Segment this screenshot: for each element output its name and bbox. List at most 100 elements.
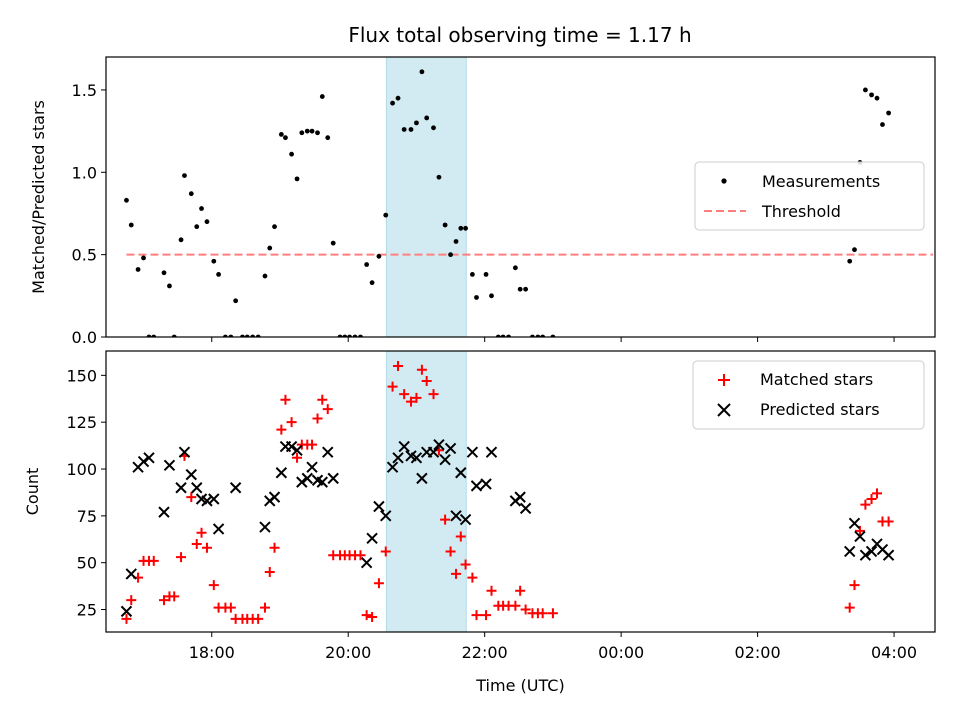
matched-point [373, 578, 384, 589]
predicted-point [427, 446, 440, 458]
matched-point [515, 585, 526, 596]
predicted-point [322, 446, 334, 458]
predicted-point [120, 605, 133, 618]
matched-point [866, 493, 877, 504]
predicted-point [306, 461, 318, 473]
matched-point [445, 546, 456, 557]
measurement-point [880, 122, 885, 127]
predicted-point [259, 521, 271, 533]
plot-area [120, 351, 895, 632]
matched-point [169, 591, 180, 602]
matched-point [201, 542, 212, 553]
measurement-point [141, 255, 146, 261]
measurement-point [852, 247, 857, 253]
predicted-point [398, 440, 410, 453]
y-tick-label: 125 [66, 413, 97, 432]
top-panel: 0.0 0.5 1.0 1.5 Matched/Predicted stars Measu… [29, 56, 936, 347]
matched-point [471, 610, 482, 621]
plot-area [124, 57, 933, 337]
y-tick-label: 150 [66, 366, 97, 385]
predicted-point [380, 510, 392, 522]
matched-point [421, 375, 432, 386]
x-axis-label: Time (UTC) [475, 676, 564, 695]
matched-point [411, 392, 422, 403]
predicted-point [439, 453, 451, 466]
measurement-point [161, 270, 167, 276]
legend-label-measurements: Measurements [762, 172, 880, 191]
measurement-point [289, 151, 294, 157]
matched-point [286, 417, 297, 428]
y-axis-label: Matched/Predicted stars [29, 100, 48, 294]
x-tick-label: 18:00 [189, 643, 235, 662]
matched-point [269, 542, 280, 553]
matched-point [428, 389, 439, 400]
predicted-point [229, 482, 242, 494]
y-tick-label: 0.0 [72, 328, 97, 347]
matched-point [872, 488, 883, 499]
matched-point [196, 527, 207, 538]
predicted-point [480, 478, 492, 490]
matched-point [121, 613, 132, 624]
measurement-point [401, 127, 407, 132]
predicted-point [316, 476, 328, 488]
predicted-point [514, 491, 526, 503]
predicted-point [285, 440, 298, 453]
measurement-point [453, 239, 459, 244]
matched-point [264, 567, 275, 578]
y-tick-label: 25 [77, 601, 97, 620]
measurement-point [299, 130, 305, 136]
legend: Measurements Threshold [694, 161, 925, 231]
matched-point [158, 595, 169, 606]
predicted-point [854, 530, 866, 543]
predicted-point [392, 452, 404, 464]
measurement-point [211, 258, 217, 264]
predicted-point [175, 482, 187, 494]
legend-box [694, 161, 925, 231]
matched-point [191, 538, 202, 549]
legend-label-predicted: Predicted stars [760, 400, 880, 419]
predicted-point [301, 472, 313, 485]
measurement-point [523, 286, 529, 292]
measurement-point [188, 191, 194, 197]
matched-point [883, 516, 894, 527]
matched-point [317, 394, 328, 405]
matched-point [380, 546, 391, 557]
measurement-point [204, 219, 210, 225]
measurement-point [886, 110, 892, 116]
measurement-point [458, 225, 464, 231]
predicted-point [410, 452, 423, 464]
predicted-point [882, 549, 895, 561]
matched-point [537, 608, 548, 619]
predicted-point [519, 502, 532, 515]
measurement-point [216, 272, 221, 277]
legend: Matched stars Predicted stars [692, 360, 925, 430]
measurement-point [124, 197, 129, 203]
legend-marker-measurements [721, 178, 727, 184]
y-tick-label: 75 [77, 507, 97, 526]
predicted-point [296, 476, 308, 488]
legend-marker-matched [718, 374, 730, 386]
predicted-point [125, 568, 137, 580]
matched-point [393, 360, 404, 371]
predicted-point [191, 482, 203, 494]
predicted-point [470, 480, 483, 492]
predicted-point [865, 545, 878, 558]
matched-point [860, 499, 871, 510]
measurement-point [847, 258, 853, 264]
predicted-point [366, 532, 378, 545]
matched-point [467, 572, 478, 583]
predicted-point [185, 468, 197, 481]
predicted-point [268, 491, 281, 503]
predicted-point [485, 446, 498, 458]
predicted-point [466, 446, 479, 458]
predicted-point [433, 438, 445, 451]
x-tick-label: 20:00 [325, 643, 371, 662]
predicted-point [275, 467, 288, 479]
matched-point [547, 608, 558, 619]
measurement-point [419, 69, 425, 75]
matched-point [312, 413, 323, 424]
matched-point [387, 381, 398, 392]
y-tick-label: 1.5 [72, 81, 97, 100]
